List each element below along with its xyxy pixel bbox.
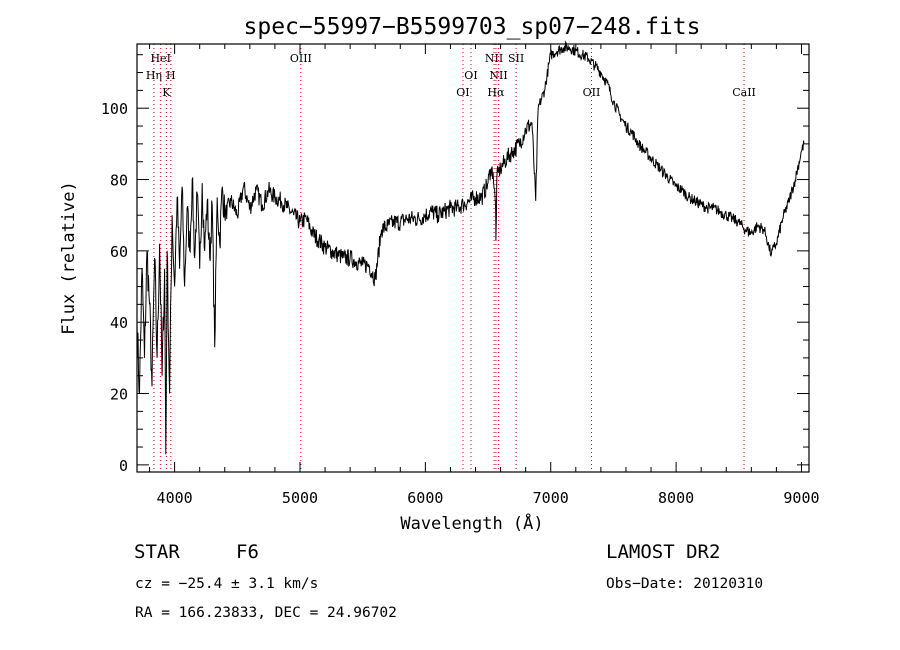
y-tick-label: 0 [119,457,128,475]
line-marker-label: HeI [150,52,170,65]
y-axis-label: Flux (relative) [59,181,79,335]
ra-dec-coordinates: RA = 166.23833, DEC = 24.96702 [135,605,397,621]
line-marker-label: Hα [487,86,505,99]
x-tick-label: 6000 [407,489,443,507]
axis-ticks: 4000 5000 6000 7000 8000 9000 0 20 40 60 80 100 [101,44,820,507]
line-marker-label: NII [489,69,507,82]
object-class: STAR [134,541,180,563]
x-tick-label: 9000 [783,489,819,507]
x-tick-label: 7000 [533,489,569,507]
observation-date: Obs−Date: 20120310 [606,576,764,592]
line-marker-label: CaII [732,86,756,99]
y-tick-label: 20 [110,386,128,404]
object-subclass: F6 [236,541,259,563]
y-tick-label: 100 [101,100,128,118]
x-tick-label: 5000 [282,489,318,507]
x-tick-label: 8000 [658,489,694,507]
line-marker-label: OII [583,86,601,99]
chart-title: spec−55997−B5599703_sp07−248.fits [244,14,701,40]
line-marker-label: OIII [290,52,312,65]
line-marker-label: K [162,86,171,99]
line-marker-label: OI [456,86,469,99]
redshift-cz: cz = −25.4 ± 3.1 km/s [135,576,319,592]
y-tick-label: 60 [110,243,128,261]
line-marker-label: NII [485,52,503,65]
x-axis-label: Wavelength (Å) [400,512,543,534]
line-marker-label: SII [508,52,524,65]
y-tick-label: 80 [110,172,128,190]
survey-name: LAMOST DR2 [606,541,721,563]
line-marker-label: Hη [146,69,162,82]
x-tick-label: 4000 [157,489,193,507]
line-marker-label: H [166,69,176,82]
y-tick-label: 40 [110,314,128,332]
line-marker-label: OI [464,69,477,82]
line-markers: HeI Hη HK OIII OI OI NII NII Hα SII OII CaII [146,44,756,472]
spectrum-line [136,40,805,455]
plot-frame [136,43,810,473]
